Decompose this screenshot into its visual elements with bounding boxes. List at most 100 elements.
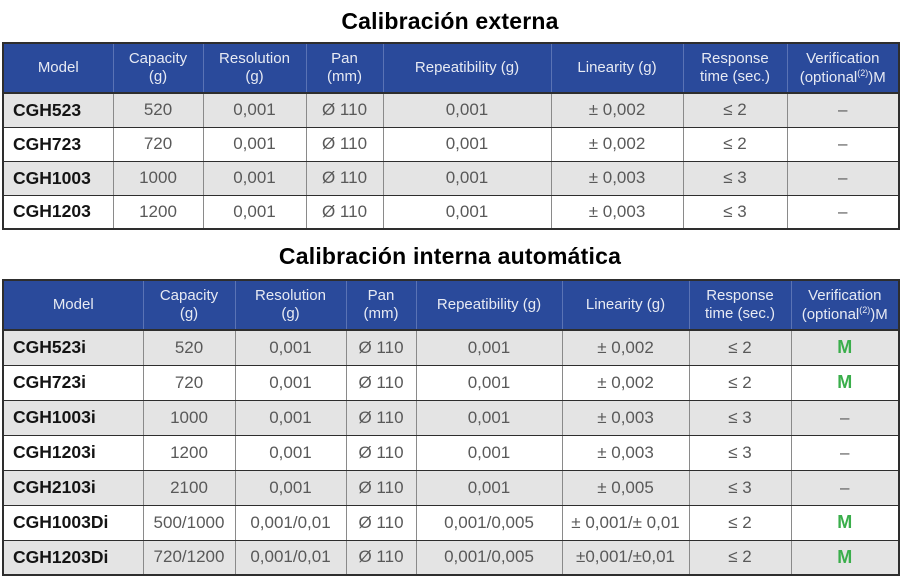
col-header-capacity: Capacity (g)	[112, 43, 204, 94]
response-time-cell: ≤ 2	[688, 504, 792, 541]
col-header-repeatibility: Repeatibility (g)	[415, 280, 563, 331]
table-header-row: Model Capacity (g) Resolution (g) Pan (mm) …	[3, 43, 899, 94]
verification-cell: –	[790, 399, 900, 436]
pan-cell: Ø 110	[305, 92, 384, 128]
model-cell: CGH523i	[2, 329, 144, 366]
capacity-cell: 2100	[142, 469, 236, 506]
linearity-cell: ± 0,003	[550, 160, 684, 196]
capacity-cell: 1000	[112, 160, 204, 196]
verification-cell: –	[790, 434, 900, 471]
response-time-cell: ≤ 3	[688, 434, 792, 471]
capacity-cell: 1000	[142, 399, 236, 436]
resolution-cell: 0,001	[234, 399, 347, 436]
pan-cell: Ø 110	[345, 364, 417, 401]
resolution-cell: 0,001	[234, 364, 347, 401]
capacity-cell: 520	[142, 329, 236, 366]
col-header-response-time: Response time (sec.)	[682, 43, 788, 94]
col-header-response-time: Response time (sec.)	[688, 280, 792, 331]
col-header-linearity: Linearity (g)	[561, 280, 690, 331]
response-time-cell: ≤ 2	[682, 126, 788, 162]
response-time-cell: ≤ 2	[688, 539, 792, 576]
repeatibility-cell: 0,001	[415, 329, 563, 366]
table-row: CGH1203Di 720/1200 0,001/0,01 Ø 110 0,001/0,…	[2, 539, 900, 576]
capacity-cell: 1200	[112, 194, 204, 230]
model-cell: CGH1203i	[2, 434, 144, 471]
response-time-cell: ≤ 2	[682, 92, 788, 128]
pan-cell: Ø 110	[345, 399, 417, 436]
model-cell: CGH1003	[2, 160, 114, 196]
table-row: CGH523 520 0,001 Ø 110 0,001 ± 0,002 ≤ 2–	[2, 92, 900, 128]
col-header-model: Model	[3, 43, 114, 94]
pan-cell: Ø 110	[345, 504, 417, 541]
col-header-pan: Pan (mm)	[305, 43, 384, 94]
internal-calibration-title: Calibración interna automática	[278, 243, 622, 269]
verification-cell: –	[790, 469, 900, 506]
repeatibility-cell: 0,001/0,005	[415, 539, 563, 576]
pan-cell: Ø 110	[345, 469, 417, 506]
resolution-cell: 0,001	[234, 469, 347, 506]
model-cell: CGH1003Di	[2, 504, 144, 541]
pan-cell: Ø 110	[305, 126, 384, 162]
capacity-cell: 720	[112, 126, 204, 162]
repeatibility-cell: 0,001/0,005	[415, 504, 563, 541]
internal-calibration-table: Model Capacity (g) Resolution (g) Pan (mm) …	[2, 279, 900, 576]
response-time-cell: ≤ 2	[688, 364, 792, 401]
repeatibility-cell: 0,001	[382, 126, 552, 162]
capacity-cell: 520	[112, 92, 204, 128]
linearity-cell: ±0,001/±0,01	[561, 539, 690, 576]
resolution-cell: 0,001	[202, 92, 307, 128]
col-header-pan: Pan (mm)	[345, 280, 417, 331]
model-cell: CGH723	[2, 126, 114, 162]
response-time-cell: ≤ 3	[688, 399, 792, 436]
repeatibility-cell: 0,001	[415, 364, 563, 401]
resolution-cell: 0,001	[234, 329, 347, 366]
verification-cell: M	[790, 329, 900, 366]
model-cell: CGH1203	[2, 194, 114, 230]
linearity-cell: ± 0,002	[561, 329, 690, 366]
resolution-cell: 0,001	[234, 434, 347, 471]
pan-cell: Ø 110	[345, 434, 417, 471]
table-row: CGH1003 1000 0,001 Ø 110 0,001 ± 0,003 ≤ 3–	[2, 160, 900, 196]
resolution-cell: 0,001	[202, 126, 307, 162]
verification-cell: –	[786, 126, 900, 162]
repeatibility-cell: 0,001	[382, 194, 552, 230]
external-calibration-table: Model Capacity (g) Resolution (g) Pan (mm) …	[2, 42, 900, 230]
linearity-cell: ± 0,003	[561, 399, 690, 436]
linearity-cell: ± 0,001/± 0,01	[561, 504, 690, 541]
resolution-cell: 0,001/0,01	[234, 504, 347, 541]
table-row: CGH1003i 1000 0,001 Ø 110 0,001 ± 0,003 ≤ 3–	[2, 399, 900, 436]
linearity-cell: ± 0,003	[561, 434, 690, 471]
table-row: CGH1203 1200 0,001 Ø 110 0,001 ± 0,003 ≤ 3–	[2, 194, 900, 230]
linearity-cell: ± 0,005	[561, 469, 690, 506]
col-header-capacity: Capacity (g)	[142, 280, 236, 331]
verification-cell: M	[790, 539, 900, 576]
table-row: CGH1003Di 500/1000 0,001/0,01 Ø 110 0,001/0,…	[2, 504, 900, 541]
table-row: CGH723 720 0,001 Ø 110 0,001 ± 0,002 ≤ 2–	[2, 126, 900, 162]
pan-cell: Ø 110	[305, 160, 384, 196]
response-time-cell: ≤ 3	[682, 160, 788, 196]
verification-cell: M	[790, 504, 900, 541]
pan-cell: Ø 110	[345, 539, 417, 576]
response-time-cell: ≤ 3	[688, 469, 792, 506]
repeatibility-cell: 0,001	[415, 399, 563, 436]
col-header-repeatibility: Repeatibility (g)	[382, 43, 552, 94]
table-header-row: Model Capacity (g) Resolution (g) Pan (mm) …	[3, 280, 899, 331]
response-time-cell: ≤ 3	[682, 194, 788, 230]
capacity-cell: 1200	[142, 434, 236, 471]
col-header-verification: Verification (optional(2))M	[786, 43, 899, 94]
resolution-cell: 0,001	[202, 194, 307, 230]
pan-cell: Ø 110	[305, 194, 384, 230]
response-time-cell: ≤ 2	[688, 329, 792, 366]
model-cell: CGH1203Di	[2, 539, 144, 576]
linearity-cell: ± 0,002	[561, 364, 690, 401]
col-header-resolution: Resolution (g)	[234, 280, 347, 331]
pan-cell: Ø 110	[345, 329, 417, 366]
col-header-linearity: Linearity (g)	[550, 43, 684, 94]
verification-cell: –	[786, 160, 900, 196]
table-row: CGH2103i 2100 0,001 Ø 110 0,001 ± 0,005 ≤ 3–	[2, 469, 900, 506]
capacity-cell: 720	[142, 364, 236, 401]
repeatibility-cell: 0,001	[415, 469, 563, 506]
col-header-resolution: Resolution (g)	[202, 43, 307, 94]
